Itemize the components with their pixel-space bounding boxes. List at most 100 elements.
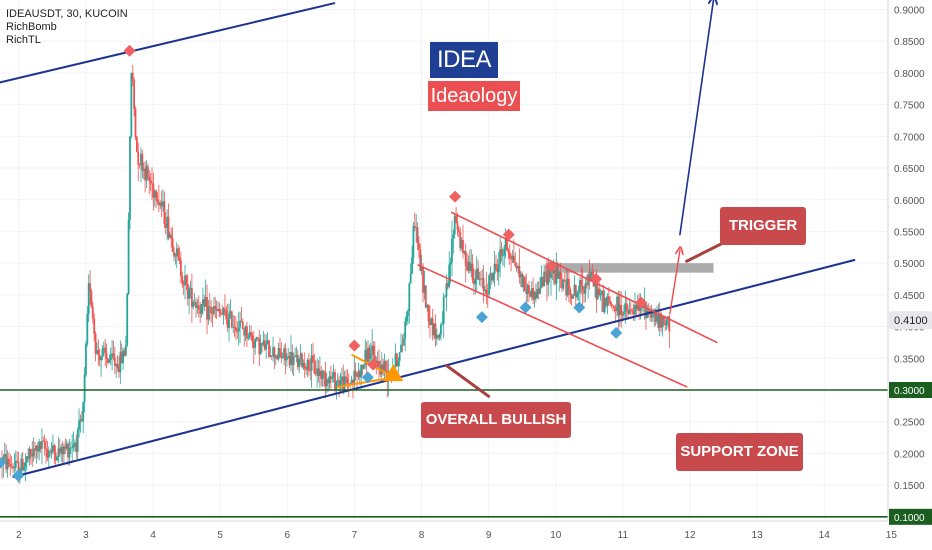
time-tick-label: 14 xyxy=(819,530,831,541)
price-tick-label: 0.1500 xyxy=(894,481,925,492)
resistance-zone xyxy=(545,263,714,273)
candle-body xyxy=(298,358,301,368)
candle-body xyxy=(214,306,217,309)
candle-body xyxy=(650,311,653,318)
candle-body xyxy=(361,364,364,369)
candle-body xyxy=(609,300,612,304)
candle-body xyxy=(664,322,667,326)
candle-body xyxy=(534,291,537,299)
candle-body xyxy=(632,311,635,315)
price-axis-bg xyxy=(888,0,932,550)
candle-body xyxy=(52,445,54,451)
candle-body xyxy=(444,296,446,298)
candle-body xyxy=(340,376,343,381)
candle-body xyxy=(224,308,226,311)
sell-signal-diamond-icon xyxy=(123,44,136,57)
candle-body xyxy=(39,441,42,449)
candle-body xyxy=(569,289,572,295)
candle-body xyxy=(229,311,232,314)
candle-body xyxy=(645,301,647,319)
candle-body xyxy=(328,376,331,384)
candle-body xyxy=(400,344,402,353)
candle-body xyxy=(28,449,31,459)
candle-body xyxy=(188,289,191,299)
candle-body xyxy=(272,347,274,356)
candle-body xyxy=(523,277,526,292)
candle-body xyxy=(284,348,287,361)
candle-body xyxy=(133,79,136,109)
time-tick-label: 12 xyxy=(684,530,696,541)
candle-body xyxy=(464,251,467,267)
candle-body xyxy=(46,449,49,458)
buy-signal-diamond-icon xyxy=(0,456,6,469)
candle-body xyxy=(577,292,580,294)
candle-body xyxy=(478,278,481,280)
candle-body xyxy=(323,371,325,373)
candle-body xyxy=(152,183,155,198)
candle-body xyxy=(544,271,547,274)
candle-body xyxy=(228,313,230,328)
candle-body xyxy=(419,249,422,271)
candle-body xyxy=(442,297,445,324)
candle-body xyxy=(280,352,283,359)
candle-body xyxy=(303,362,306,369)
candle-body xyxy=(481,278,484,280)
candle-body xyxy=(635,304,638,310)
candle-body xyxy=(10,466,13,468)
candle-body xyxy=(79,419,82,421)
current-price-tag xyxy=(889,311,932,330)
candle-body xyxy=(558,271,561,279)
candle-body xyxy=(547,266,550,285)
candle-body xyxy=(97,350,100,355)
candle-body xyxy=(266,340,269,344)
candle-body xyxy=(21,458,24,471)
candle-body xyxy=(276,355,279,360)
candle-body xyxy=(506,237,508,251)
candle-body xyxy=(25,456,28,463)
candle-body xyxy=(320,370,323,379)
indicator-richbomb[interactable]: RichBomb xyxy=(6,21,57,33)
candle-body xyxy=(94,333,97,354)
candle-body xyxy=(522,277,525,287)
candle-body xyxy=(383,361,386,372)
candle-body xyxy=(551,272,554,274)
candle-body xyxy=(510,258,513,260)
candle-body xyxy=(651,315,654,318)
candle-body xyxy=(72,444,75,448)
candle-body xyxy=(50,450,53,453)
candle-body xyxy=(541,277,544,287)
candle-body xyxy=(347,383,350,385)
candle-body xyxy=(596,288,599,300)
candle-body xyxy=(225,310,228,320)
price-tick-label: 0.4500 xyxy=(894,291,925,302)
sell-signal-diamond-icon xyxy=(449,190,462,203)
candle-body xyxy=(427,304,430,322)
candle-body xyxy=(590,272,592,282)
candle-body xyxy=(511,255,514,260)
candle-body xyxy=(7,458,10,465)
candle-body xyxy=(463,251,466,254)
candle-body xyxy=(405,316,408,322)
candle-body xyxy=(401,344,404,346)
trigger-callout: TRIGGER xyxy=(720,207,806,245)
candle-body xyxy=(479,278,482,280)
candle-body xyxy=(431,318,434,336)
drawings[interactable] xyxy=(0,0,889,518)
candle-body xyxy=(36,446,39,452)
candle-body xyxy=(164,224,167,228)
candle-body xyxy=(268,340,270,357)
candle-body xyxy=(357,371,360,377)
overall-bullish-callout: OVERALL BULLISH xyxy=(421,402,571,438)
candle-body xyxy=(126,293,129,346)
candle-body xyxy=(288,356,291,366)
candle-body xyxy=(368,347,371,359)
candle-body xyxy=(460,239,463,249)
candle-body xyxy=(631,310,634,312)
candle-body xyxy=(624,303,627,313)
symbol-title[interactable]: IDEAUSDT, 30, KUCOIN xyxy=(6,8,128,20)
candle-body xyxy=(420,266,423,271)
candle-body xyxy=(316,368,319,375)
indicator-richtl[interactable]: RichTL xyxy=(6,34,41,46)
candle-body xyxy=(404,321,407,339)
